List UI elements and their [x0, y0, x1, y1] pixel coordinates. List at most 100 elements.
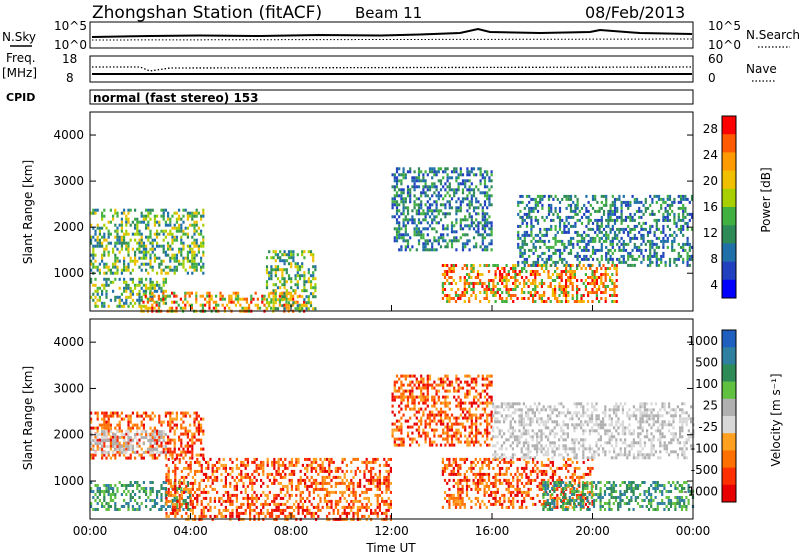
echo-cell	[409, 236, 412, 240]
echo-cell	[620, 254, 623, 258]
echo-cell	[475, 185, 478, 189]
echo-cell	[283, 295, 286, 299]
echo-cell	[642, 257, 645, 261]
echo-cell	[153, 505, 156, 508]
echo-cell	[483, 200, 487, 204]
echo-cell	[684, 197, 687, 201]
echo-cell	[406, 233, 410, 237]
echo-cell	[112, 214, 115, 218]
echo-cell	[151, 303, 154, 307]
echo-cell	[587, 248, 590, 252]
echo-cell	[651, 209, 654, 213]
echo-cell	[556, 215, 559, 219]
echo-cell	[178, 487, 181, 490]
echo-cell	[174, 502, 177, 506]
echo-cell	[193, 268, 196, 272]
echo-cell	[411, 398, 414, 402]
echo-cell	[294, 262, 297, 266]
echo-cell	[312, 286, 315, 290]
echo-cell	[156, 448, 159, 452]
echo-cell	[527, 291, 530, 294]
echo-cell	[631, 254, 634, 258]
echo-cell	[178, 481, 181, 485]
echo-cell	[461, 245, 465, 249]
echo-cell	[156, 220, 159, 224]
echo-cell	[303, 280, 306, 284]
echo-cell	[216, 460, 219, 464]
echo-cell	[98, 442, 101, 446]
echo-cell	[127, 211, 130, 215]
echo-cell	[173, 226, 176, 230]
echo-cell	[352, 475, 355, 479]
echo-cell	[101, 301, 104, 305]
echo-cell	[127, 423, 130, 427]
echo-cell	[476, 282, 480, 285]
echo-cell	[178, 438, 181, 442]
echo-cell	[426, 185, 429, 189]
echo-cell	[398, 428, 401, 432]
echo-cell	[246, 472, 249, 476]
echo-cell	[211, 469, 214, 473]
echo-cell	[182, 502, 185, 505]
echo-cell	[109, 456, 112, 460]
echo-cell	[306, 508, 309, 512]
echo-cell	[442, 227, 445, 231]
echo-cell	[540, 264, 543, 267]
echo-cell	[296, 265, 299, 269]
echo-cell	[205, 505, 208, 509]
echo-cell	[671, 209, 674, 213]
echo-cell	[142, 490, 145, 493]
echo-cell	[372, 511, 375, 515]
echo-cell	[160, 505, 163, 508]
echo-cell	[441, 285, 444, 288]
echo-cell	[270, 265, 273, 269]
echo-cell	[420, 422, 423, 426]
echo-cell	[629, 200, 632, 204]
echo-cell	[383, 475, 386, 479]
echo-cell	[613, 288, 616, 291]
echo-cell	[622, 194, 625, 198]
echo-cell	[459, 206, 462, 210]
echo-cell	[196, 457, 199, 461]
echo-cell	[376, 493, 379, 497]
echo-cell	[193, 259, 196, 263]
echo-cell	[233, 493, 236, 497]
echo-cell	[164, 277, 167, 281]
echo-cell	[490, 194, 493, 198]
echo-cell	[167, 223, 170, 227]
echo-cell	[567, 263, 570, 267]
echo-cell	[413, 437, 416, 441]
echo-cell	[158, 451, 161, 455]
echo-cell	[140, 420, 143, 424]
echo-cell	[116, 295, 119, 299]
echo-cell	[596, 248, 599, 252]
echo-cell	[186, 235, 189, 239]
echo-cell	[448, 300, 451, 303]
echo-cell	[607, 236, 610, 240]
echo-cell	[98, 298, 101, 302]
echo-cell	[547, 254, 551, 258]
echo-cell	[439, 209, 443, 213]
echo-cell	[411, 179, 414, 183]
echo-cell	[118, 295, 121, 299]
echo-cell	[567, 197, 570, 201]
echo-cell	[558, 254, 562, 258]
echo-cell	[576, 242, 579, 246]
echo-cell	[136, 217, 139, 221]
echo-cell	[182, 256, 185, 260]
echo-cell	[514, 294, 517, 297]
echo-cell	[587, 239, 590, 243]
echo-cell	[149, 253, 152, 257]
echo-cell	[216, 490, 219, 494]
echo-cell	[109, 220, 112, 224]
echo-cell	[169, 438, 172, 442]
echo-cell	[200, 441, 203, 445]
echo-cell	[103, 433, 106, 437]
echo-cell	[385, 514, 388, 518]
echo-cell	[483, 248, 487, 252]
echo-cell	[246, 502, 249, 506]
echo-cell	[635, 245, 639, 249]
echo-cell	[169, 429, 172, 433]
echo-cell	[131, 450, 134, 454]
echo-cell	[684, 215, 687, 219]
